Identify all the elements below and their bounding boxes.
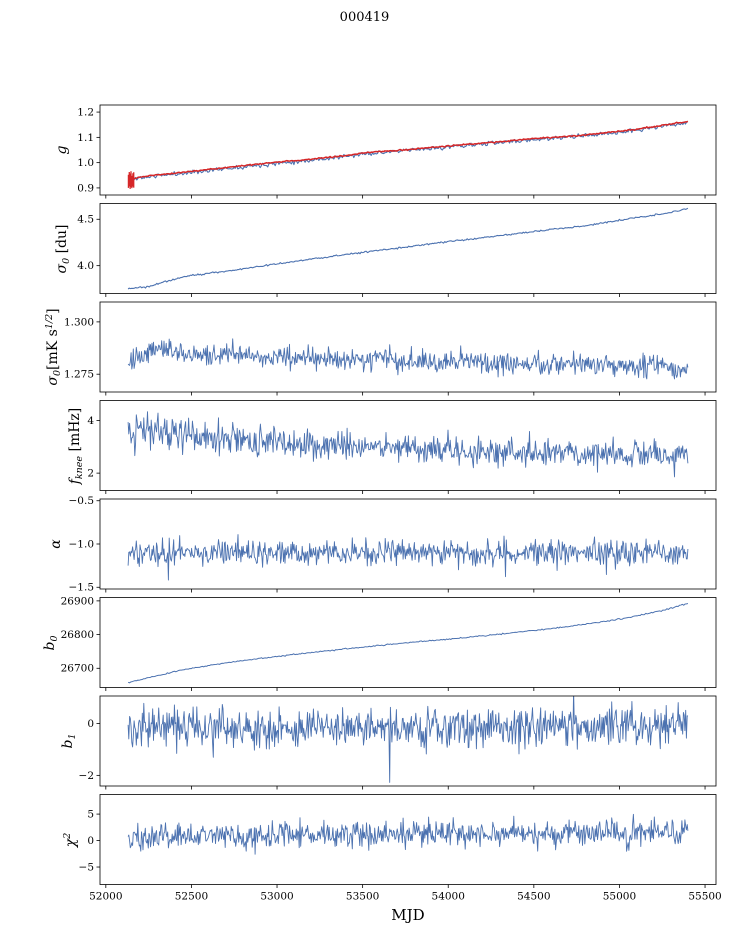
y-tick-label: 26800 <box>61 629 94 641</box>
y-tick-label: 0 <box>87 835 94 847</box>
x-tick-label: 54000 <box>432 891 465 903</box>
panel-series-chi2 <box>127 813 689 855</box>
panel-border-g <box>99 104 717 196</box>
y-tick-label: 4.5 <box>77 214 94 226</box>
panel-series-b1 <box>127 696 689 783</box>
y-axis-label-part: knee <box>73 455 85 479</box>
y-axis-label-part: σ <box>44 376 61 386</box>
panel-series-sigma0_du <box>127 207 689 290</box>
x-tick-label: 53000 <box>260 891 293 903</box>
y-tick-label: 1.1 <box>77 132 94 144</box>
y-tick-label: 4 <box>87 415 94 427</box>
series-line-f_knee-0 <box>127 411 689 478</box>
y-tick-label: 1.300 <box>64 316 94 328</box>
series-line-alpha-0 <box>127 534 689 581</box>
y-tick-label: 4.0 <box>77 260 94 272</box>
y-tick-label: −1.5 <box>69 582 95 594</box>
panel-series-sigma0_mks <box>127 338 689 380</box>
y-tick-label: −5 <box>79 861 94 873</box>
panel-series-b0 <box>127 602 689 684</box>
series-line-g-0 <box>128 121 689 182</box>
panel-border-b1 <box>99 695 717 787</box>
panel-border-sigma0_mks <box>99 301 717 393</box>
panel-border-b0 <box>99 597 717 688</box>
y-tick-label: −2 <box>79 770 94 782</box>
y-tick-label: 0.9 <box>77 182 94 194</box>
x-tick-label: 52500 <box>175 891 208 903</box>
y-axis-label-part: b <box>41 641 58 651</box>
y-tick-label: −0.5 <box>69 495 95 507</box>
y-axis-label-f_knee: fknee [mHz] <box>64 336 86 556</box>
y-axis-label-part: 0 <box>61 257 73 264</box>
panel-border-f_knee <box>99 400 717 491</box>
y-axis-label-part: 1/2 <box>43 313 55 330</box>
panel-border-chi2 <box>99 794 717 885</box>
y-axis-label-chi2: χ2 <box>57 730 79 944</box>
y-tick-label: 26700 <box>61 663 94 675</box>
y-tick-label: 2 <box>87 468 94 480</box>
y-tick-label: 0 <box>87 718 94 730</box>
x-tick-label: 55000 <box>603 891 636 903</box>
series-line-b0-0 <box>127 602 689 684</box>
y-tick-label: 1.2 <box>77 106 94 118</box>
panel-border-sigma0_du <box>99 203 717 294</box>
panel-series-g <box>127 120 689 189</box>
series-line-sigma0_du-0 <box>127 207 689 290</box>
x-tick-label: 54500 <box>517 891 550 903</box>
y-axis-label-part: 0 <box>51 370 63 377</box>
figure-title: 000419 <box>339 10 390 25</box>
x-tick-label: 55500 <box>688 891 721 903</box>
series-line-sigma0_mks-0 <box>127 338 689 380</box>
y-axis-label-part: 2 <box>62 832 74 839</box>
y-tick-label: −1.0 <box>69 538 95 550</box>
y-axis-label-part: [mHz] <box>66 407 83 456</box>
y-tick-label: 1.275 <box>64 369 94 381</box>
y-tick-label: 26900 <box>61 595 94 607</box>
x-tick-label: 53500 <box>346 891 379 903</box>
y-axis-label-part: ] <box>44 308 61 314</box>
y-axis-label-part: f <box>66 478 83 484</box>
panel-series-f_knee <box>127 411 689 478</box>
y-axis-label-sigma0_mks: σ0[mK s1/2] <box>39 237 63 457</box>
y-axis-label-part: [mK s <box>44 329 61 370</box>
y-tick-label: 5 <box>87 808 94 820</box>
x-tick-label: 52000 <box>89 891 122 903</box>
y-axis-label-part: χ <box>63 838 80 847</box>
x-axis-label: MJD <box>391 906 425 924</box>
y-tick-label: 1.0 <box>77 157 94 169</box>
panel-series-alpha <box>127 534 689 581</box>
series-line-chi2-0 <box>127 813 689 855</box>
series-line-b1-0 <box>127 696 689 783</box>
series-line-g-1 <box>128 120 689 181</box>
